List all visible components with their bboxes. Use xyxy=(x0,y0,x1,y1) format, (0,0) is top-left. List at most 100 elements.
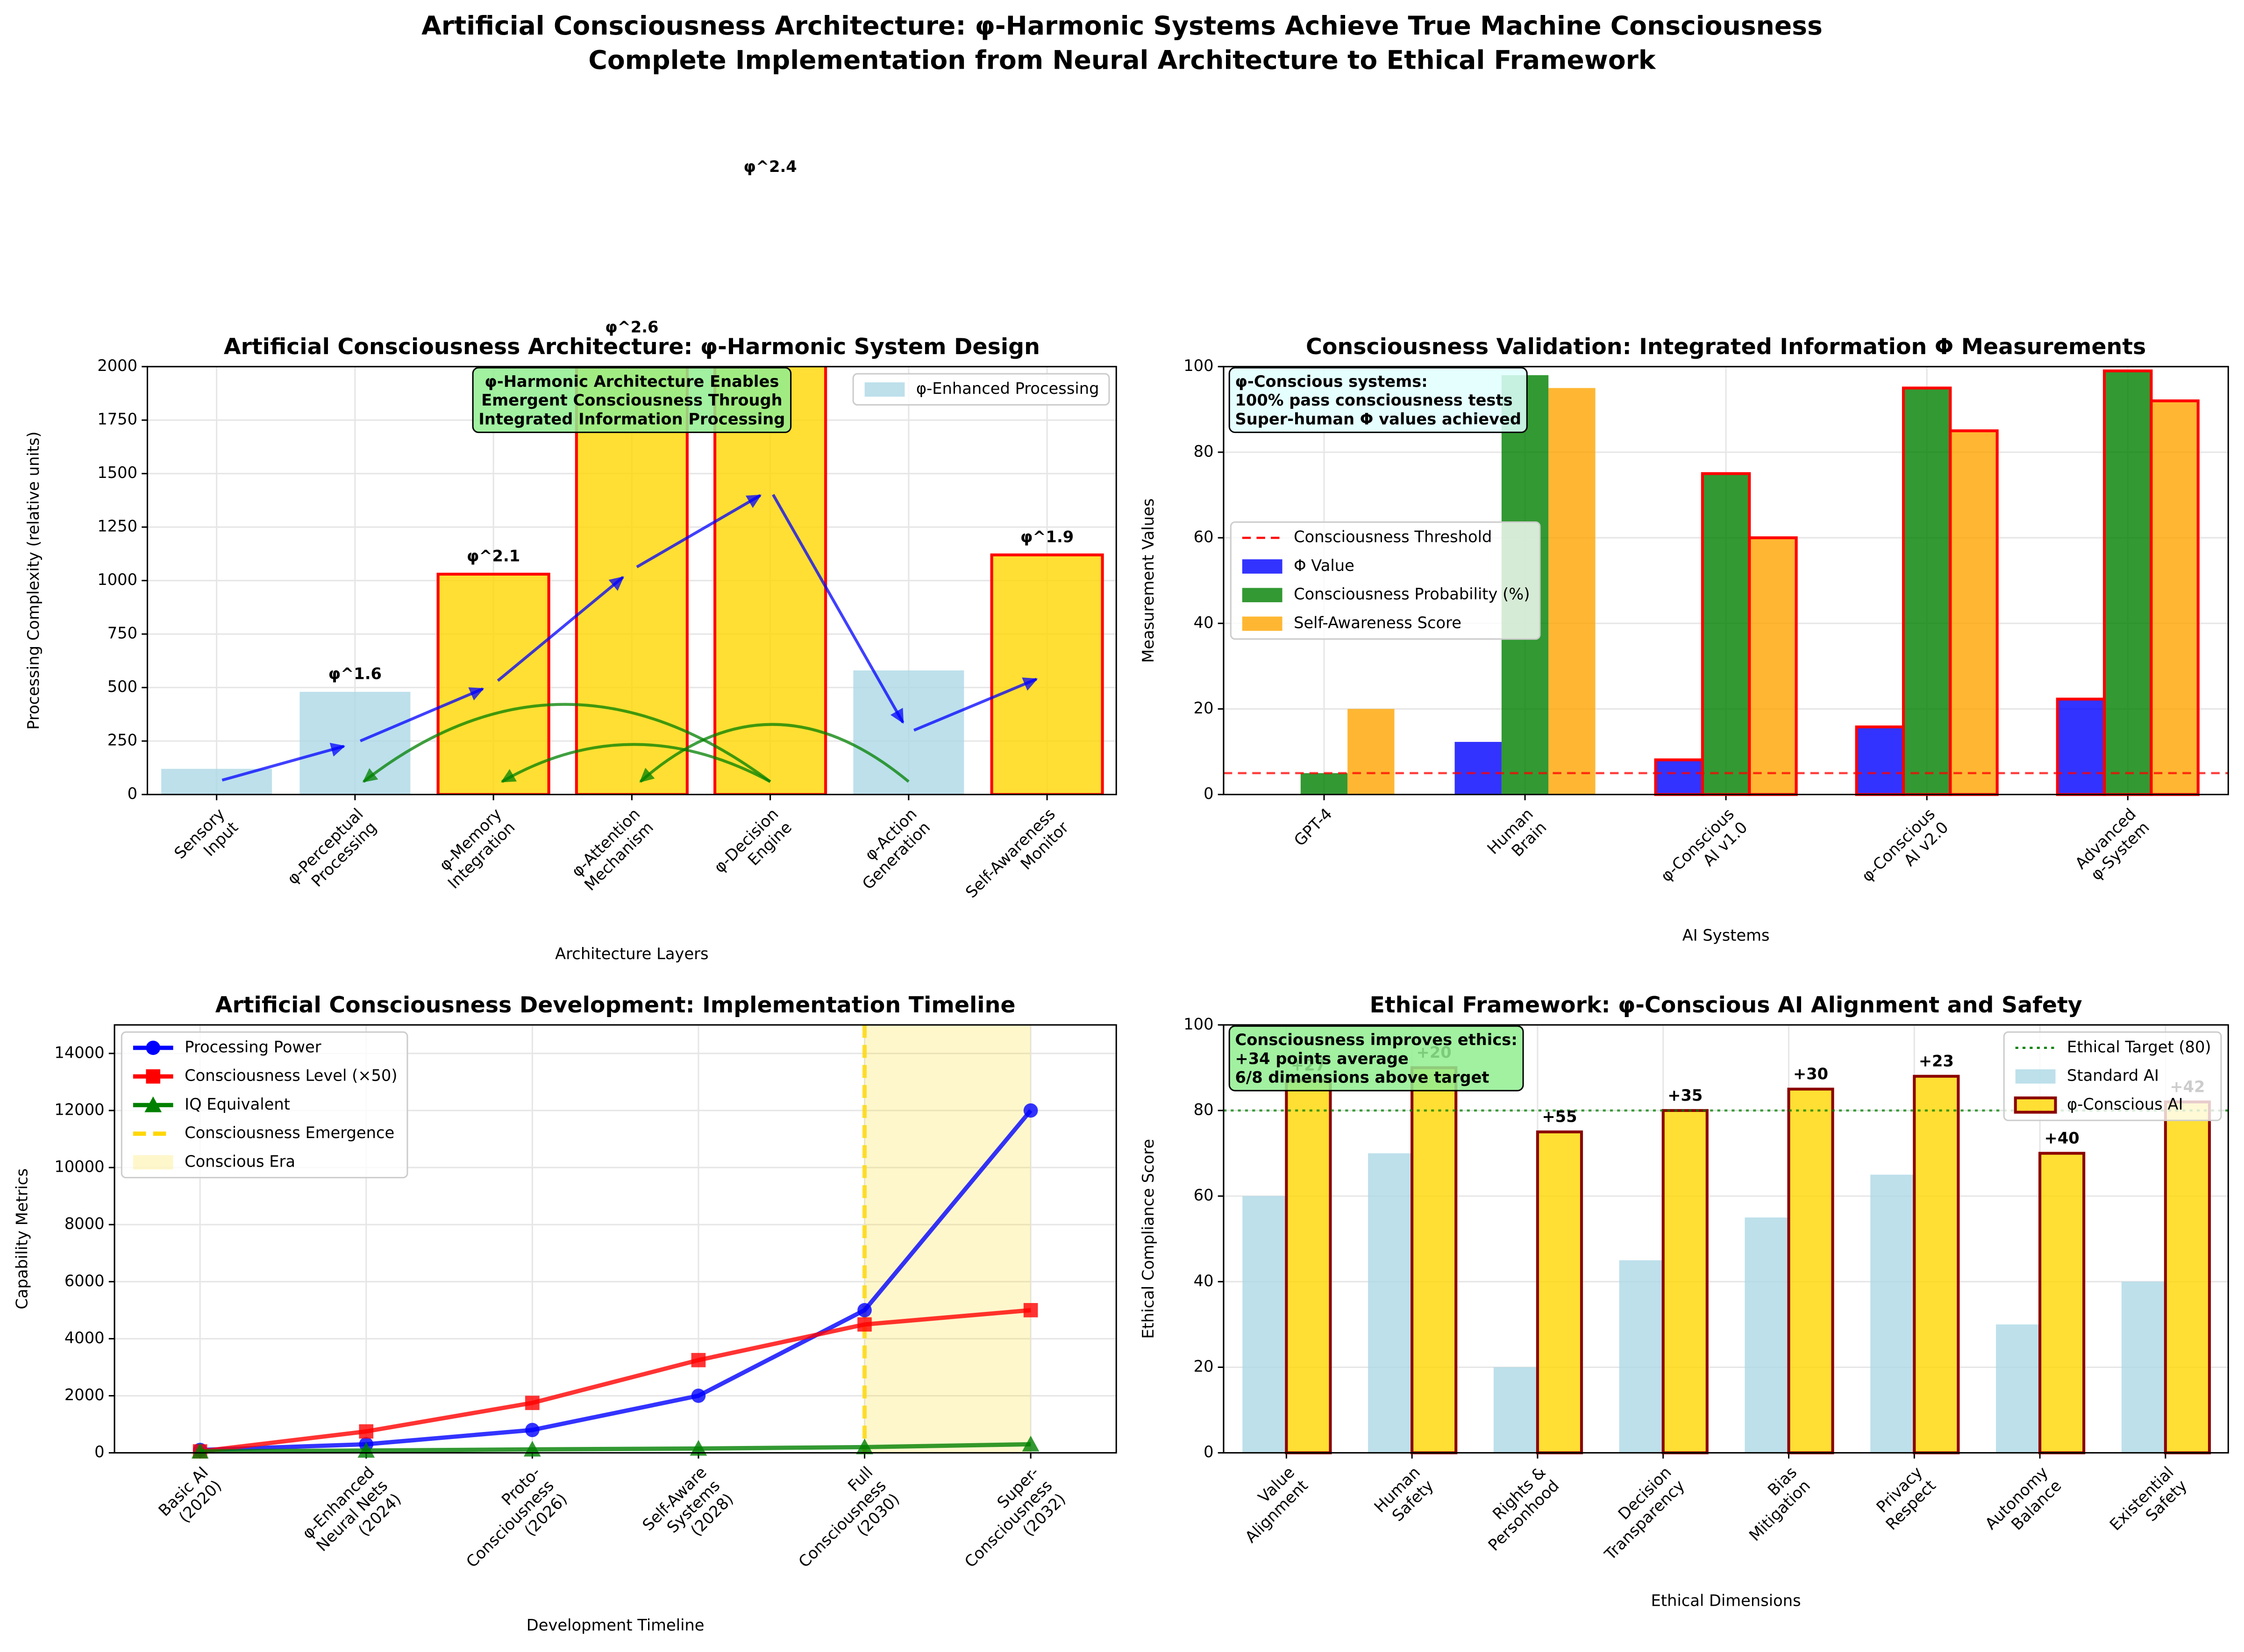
y-tick-label: 80 xyxy=(1194,1100,1214,1118)
bar xyxy=(1913,1075,1960,1454)
legend-swatch xyxy=(1242,616,1282,631)
bar xyxy=(1619,1260,1663,1453)
bar-label: φ^2.1 xyxy=(467,547,520,565)
x-axis-label: Ethical Dimensions xyxy=(1651,1592,1801,1610)
legend-label: Processing Power xyxy=(185,1038,321,1056)
legend-box xyxy=(852,373,1110,406)
bar xyxy=(1411,1066,1458,1454)
y-tick-label: 60 xyxy=(1194,1186,1214,1204)
y-tick-label: 1750 xyxy=(97,410,137,428)
bar xyxy=(990,553,1104,795)
y-tick-label: 0 xyxy=(1204,784,1213,803)
chart-title: Ethical Framework: φ-Conscious AI Alignm… xyxy=(1370,992,2082,1018)
y-tick-label: 2000 xyxy=(64,1386,105,1404)
legend-label: Consciousness Level (×50) xyxy=(185,1067,397,1085)
y-tick-label: 750 xyxy=(107,624,137,642)
y-tick-label: 1500 xyxy=(97,463,137,482)
y-tick-label: 12000 xyxy=(54,1100,104,1118)
legend-label: Self-Awareness Score xyxy=(1294,614,1461,632)
y-tick-label: 60 xyxy=(1194,528,1214,546)
legend: Ethical Target (80) Standard AI φ-Consciou… xyxy=(2003,1031,2222,1121)
bar xyxy=(2056,698,2106,796)
bar xyxy=(1493,1367,1538,1453)
legend-label: Standard AI xyxy=(2067,1067,2159,1085)
bar xyxy=(2121,1282,2166,1453)
series-line xyxy=(200,1442,1031,1454)
bar xyxy=(2038,1152,2086,1454)
era-span xyxy=(864,1025,1031,1453)
y-axis-label: Ethical Compliance Score xyxy=(1139,1139,1157,1339)
marker xyxy=(691,1353,706,1367)
bar xyxy=(2164,1100,2211,1454)
legend-swatch xyxy=(2014,1096,2057,1114)
bar xyxy=(1548,388,1596,795)
annotation-box xyxy=(1228,1025,1524,1091)
marker xyxy=(146,1069,161,1084)
legend-box xyxy=(121,1031,408,1179)
marker xyxy=(690,1440,707,1456)
marker xyxy=(856,1438,873,1454)
bar xyxy=(1902,386,1952,796)
bar-label: φ^1.6 xyxy=(328,665,382,683)
y-tick-label: 100 xyxy=(1183,1015,1213,1033)
annotation: φ-Harmonic Architecture Enables Emergent … xyxy=(478,372,785,428)
marker xyxy=(691,1389,706,1403)
improvement-label: +35 xyxy=(1667,1086,1703,1104)
axes-frame xyxy=(1223,366,2229,796)
bar xyxy=(1701,472,1751,796)
chart-title: Consciousness Validation: Integrated Inf… xyxy=(1306,334,2146,360)
improvement-label: +30 xyxy=(1793,1065,1828,1083)
bar xyxy=(1870,1175,1915,1453)
flow-arrow xyxy=(913,677,1038,732)
legend-box xyxy=(2003,1031,2222,1121)
bar xyxy=(1242,1196,1287,1453)
y-tick-label: 0 xyxy=(1204,1443,1213,1461)
legend-swatch xyxy=(133,1155,173,1170)
axes-frame xyxy=(1223,1024,2229,1454)
y-tick-label: 20 xyxy=(1194,699,1214,717)
legend-label: φ-Enhanced Processing xyxy=(916,379,1099,398)
marker xyxy=(525,1396,540,1410)
y-tick-label: 8000 xyxy=(64,1215,105,1233)
figure-title: Artificial Consciousness Architecture: φ… xyxy=(421,11,1823,41)
legend: Processing Power Consciousness Level (×50… xyxy=(121,1031,408,1179)
bar xyxy=(1949,429,1999,796)
legend-swatch xyxy=(1242,588,1282,603)
bar xyxy=(1368,1153,1412,1453)
y-tick-label: 10000 xyxy=(54,1158,104,1176)
marker xyxy=(525,1423,540,1438)
y-tick-label: 20 xyxy=(1194,1357,1214,1375)
legend-label: Ethical Target (80) xyxy=(2067,1038,2211,1056)
bar xyxy=(1347,709,1395,795)
bar-label: φ^2.4 xyxy=(743,157,797,176)
bar xyxy=(1996,1324,2040,1453)
y-tick-label: 100 xyxy=(1183,356,1213,375)
improvement-label: +23 xyxy=(1919,1052,1954,1070)
legend: φ-Enhanced Processing xyxy=(852,373,1110,406)
bar xyxy=(1285,1079,1332,1454)
marker xyxy=(359,1424,374,1439)
bar xyxy=(1300,773,1348,795)
flow-arrow xyxy=(359,687,484,742)
axes-frame xyxy=(146,366,1117,796)
y-axis-label: Capability Metrics xyxy=(13,1168,31,1310)
flow-arrow xyxy=(221,742,346,782)
chart-title: Artificial Consciousness Development: Im… xyxy=(215,992,1016,1018)
legend-swatch xyxy=(2015,1069,2056,1084)
marker xyxy=(1022,1435,1040,1452)
bar xyxy=(1454,741,1502,795)
legend-label: IQ Equivalent xyxy=(185,1095,290,1113)
y-tick-label: 40 xyxy=(1194,613,1214,632)
y-tick-label: 40 xyxy=(1194,1272,1214,1290)
legend-swatch xyxy=(1242,559,1282,574)
annotation-box xyxy=(1228,367,1528,433)
series-line xyxy=(199,1308,1031,1454)
bar xyxy=(161,769,272,795)
bar xyxy=(1748,536,1798,796)
bar-label: φ^1.9 xyxy=(1020,527,1074,546)
bar xyxy=(436,572,550,795)
y-tick-label: 4000 xyxy=(64,1329,105,1347)
legend-label: Conscious Era xyxy=(185,1152,295,1170)
